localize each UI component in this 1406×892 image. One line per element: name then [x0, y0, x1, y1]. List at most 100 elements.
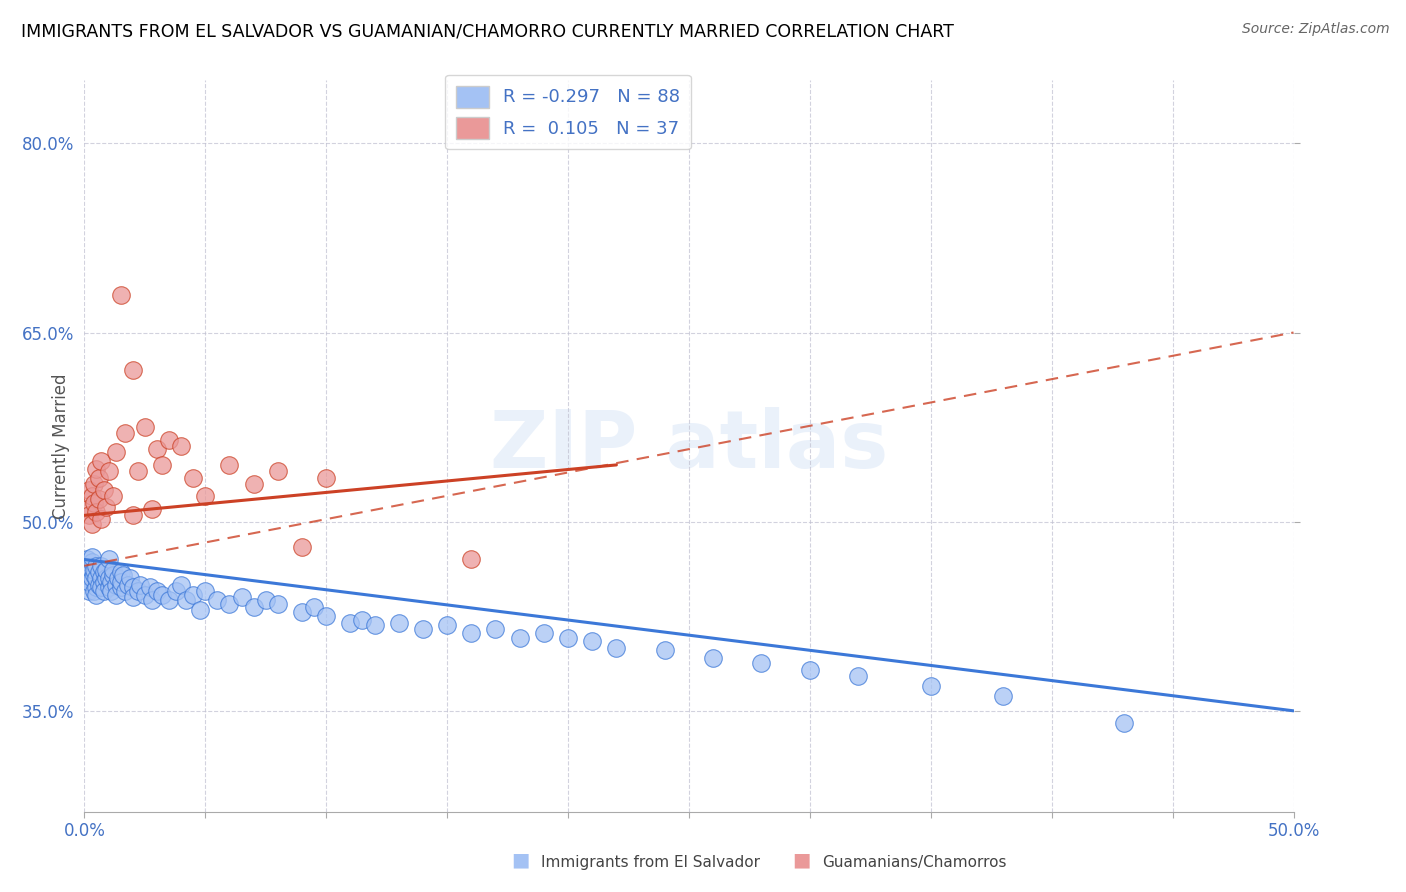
- Point: [121, 363, 143, 377]
- Point: [87, 491, 110, 506]
- Point: [93, 575, 115, 590]
- Point: [194, 490, 217, 504]
- Point: [557, 631, 579, 645]
- Point: [83, 584, 105, 599]
- Point: [799, 664, 821, 678]
- Point: [100, 575, 122, 590]
- Point: [120, 571, 142, 585]
- Point: [97, 571, 120, 585]
- Point: [87, 565, 110, 579]
- Point: [412, 622, 434, 636]
- Point: [86, 571, 108, 585]
- Point: [134, 420, 156, 434]
- Point: [291, 540, 314, 554]
- Point: [104, 445, 127, 459]
- Point: [339, 615, 361, 630]
- Point: [460, 625, 482, 640]
- Point: [80, 549, 103, 564]
- Point: [76, 552, 98, 566]
- Point: [127, 464, 149, 478]
- Point: [80, 571, 103, 585]
- Point: [103, 567, 125, 582]
- Point: [86, 558, 108, 573]
- Point: [103, 490, 125, 504]
- Point: [141, 502, 163, 516]
- Point: [207, 592, 229, 607]
- Point: [94, 571, 117, 585]
- Point: [315, 470, 337, 484]
- Point: [86, 461, 108, 475]
- Point: [242, 600, 264, 615]
- Point: [509, 631, 531, 645]
- Point: [165, 584, 187, 599]
- Point: [363, 618, 385, 632]
- Point: [302, 600, 325, 615]
- Point: [920, 679, 942, 693]
- Point: [291, 606, 314, 620]
- Point: [127, 584, 149, 599]
- Point: [315, 609, 337, 624]
- Point: [90, 454, 112, 468]
- Point: [157, 592, 180, 607]
- Point: [190, 603, 212, 617]
- Point: [150, 458, 173, 472]
- Point: [267, 464, 290, 478]
- Point: [83, 567, 105, 582]
- Point: [218, 458, 240, 472]
- Point: [107, 571, 129, 585]
- Point: [231, 591, 253, 605]
- Point: [90, 571, 112, 585]
- Point: [181, 588, 204, 602]
- Point: [77, 575, 100, 590]
- Point: [121, 591, 143, 605]
- Point: [242, 476, 264, 491]
- Point: [87, 470, 110, 484]
- Point: [174, 592, 197, 607]
- Point: [181, 470, 204, 484]
- Point: [110, 565, 132, 579]
- Point: [150, 588, 173, 602]
- Point: [117, 578, 139, 592]
- Point: [76, 502, 98, 516]
- Point: [93, 565, 115, 579]
- Point: [80, 517, 103, 532]
- Point: [93, 584, 115, 599]
- Text: Source: ZipAtlas.com: Source: ZipAtlas.com: [1241, 22, 1389, 37]
- Point: [352, 613, 374, 627]
- Point: [121, 580, 143, 594]
- Point: [83, 476, 105, 491]
- Point: [138, 580, 160, 594]
- Point: [110, 580, 132, 594]
- Point: [110, 287, 132, 301]
- Point: [77, 563, 100, 577]
- Point: [702, 651, 724, 665]
- Point: [100, 584, 122, 599]
- Point: [114, 584, 136, 599]
- Point: [90, 558, 112, 573]
- Point: [388, 615, 411, 630]
- Point: [129, 578, 152, 592]
- Point: [846, 668, 869, 682]
- Point: [77, 508, 100, 523]
- Point: [76, 571, 98, 585]
- Point: [146, 584, 169, 599]
- Point: [484, 622, 506, 636]
- Point: [533, 625, 555, 640]
- Text: ■: ■: [510, 851, 530, 870]
- Point: [90, 580, 112, 594]
- Point: [267, 597, 290, 611]
- Point: [605, 640, 627, 655]
- Point: [121, 508, 143, 523]
- Point: [194, 584, 217, 599]
- Point: [103, 563, 125, 577]
- Point: [83, 496, 105, 510]
- Text: Guamanians/Chamorros: Guamanians/Chamorros: [823, 855, 1007, 870]
- Text: ZIP atlas: ZIP atlas: [489, 407, 889, 485]
- Point: [170, 578, 193, 592]
- Point: [90, 512, 112, 526]
- Point: [170, 439, 193, 453]
- Point: [146, 442, 169, 456]
- Point: [104, 588, 127, 602]
- Point: [104, 578, 127, 592]
- Point: [460, 552, 482, 566]
